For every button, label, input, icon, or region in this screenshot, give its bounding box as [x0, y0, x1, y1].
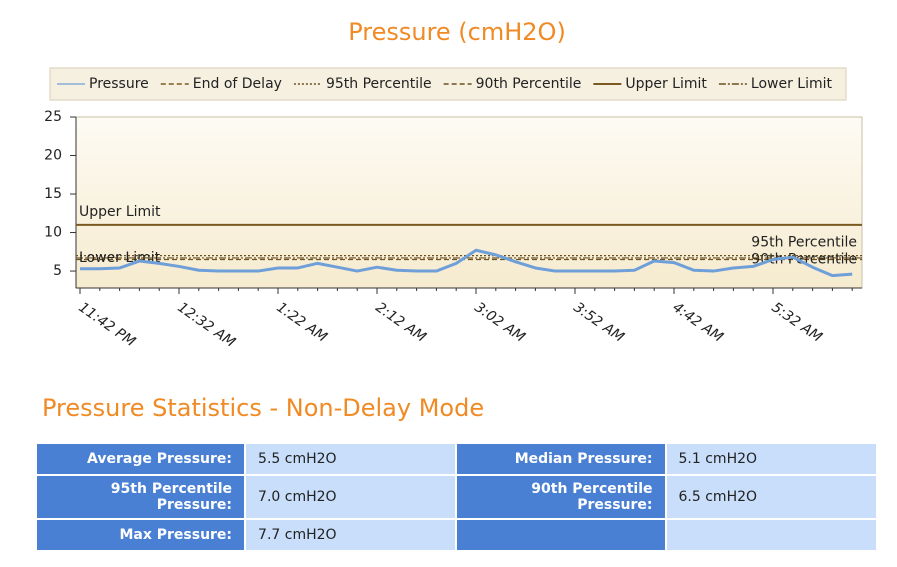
legend-label: 95th Percentile — [326, 76, 432, 92]
data-line — [80, 248, 853, 278]
stat-value: 6.5 cmH2O — [664, 474, 879, 520]
reference-label: 90th Percentile — [751, 252, 857, 268]
x-tick-label: 1:22 AM — [273, 299, 329, 345]
x-tick-label: 3:02 AM — [471, 299, 527, 345]
empty-cell — [664, 518, 879, 552]
y-tick-label: 20 — [44, 148, 62, 164]
stat-value: 5.1 cmH2O — [664, 442, 879, 476]
legend-label: Lower Limit — [751, 76, 833, 92]
stat-value: 7.0 cmH2O — [244, 474, 458, 520]
stat-label: Max Pressure: — [34, 518, 247, 552]
y-tick-label: 25 — [44, 109, 62, 125]
empty-cell — [455, 518, 667, 552]
stats-table: Average Pressure: 5.5 cmH2O Median Pressur… — [34, 442, 879, 552]
legend-label: Pressure — [89, 76, 149, 92]
y-tick-label: 10 — [44, 225, 62, 241]
stat-label: Median Pressure: — [455, 442, 667, 476]
chart: Pressure (cmH2O) 5 10 15 20 25 11:42 PM 12:32 … — [44, 18, 863, 351]
plot-area — [75, 116, 863, 289]
reference-label: Upper Limit — [79, 204, 161, 220]
x-tick-label: 11:42 PM — [75, 299, 138, 350]
stat-value: 7.7 cmH2O — [244, 518, 458, 552]
reference-label: 95th Percentile — [751, 235, 857, 251]
legend-label: Upper Limit — [625, 76, 707, 92]
x-tick-label: 4:42 AM — [669, 299, 725, 345]
stat-label: Average Pressure: — [34, 442, 247, 476]
x-tick-label: 12:32 AM — [174, 299, 238, 350]
y-tick-label: 5 — [53, 263, 62, 279]
x-tick-label: 3:52 AM — [570, 299, 626, 345]
stat-value: 5.5 cmH2O — [244, 442, 458, 476]
stat-label: 90th Percentile Pressure: — [455, 474, 667, 520]
legend-label: End of Delay — [193, 76, 282, 92]
stats-row: Average Pressure: 5.5 cmH2O Median Pressur… — [34, 442, 879, 476]
legend-label: 90th Percentile — [476, 76, 582, 92]
chart-title: Pressure (cmH2O) — [348, 18, 566, 46]
stat-label: 95th Percentile Pressure: — [34, 474, 247, 520]
section-title: Pressure Statistics - Non-Delay Mode — [42, 394, 485, 422]
x-tick-label: 5:32 AM — [768, 299, 824, 345]
y-tick-label: 15 — [44, 186, 62, 202]
stats-row: Max Pressure: 7.7 cmH2O — [34, 518, 879, 552]
stats-row: 95th Percentile Pressure: 7.0 cmH2O 90th P… — [34, 474, 879, 520]
x-tick-label: 2:12 AM — [372, 299, 428, 345]
